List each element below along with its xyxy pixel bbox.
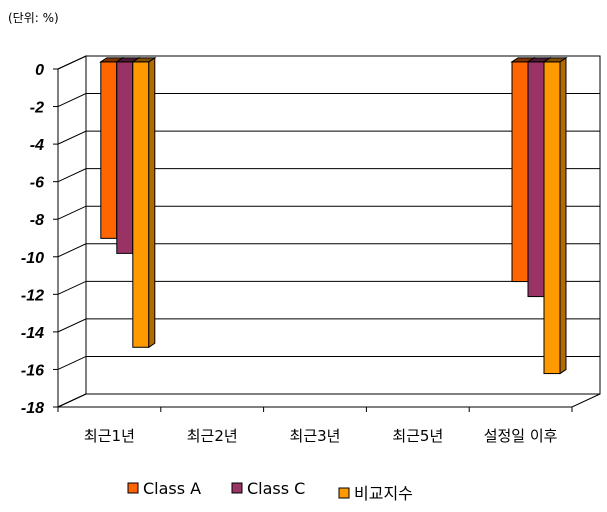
y-tick-label: -12 (21, 287, 44, 304)
y-tick-label: 0 (35, 62, 44, 79)
gridline (57, 130, 600, 145)
y-tick-label: -8 (30, 212, 44, 229)
bar (542, 56, 568, 375)
y-tick-label: -16 (21, 362, 44, 379)
gridlines (57, 55, 600, 408)
bar-top (131, 57, 157, 63)
legend: Class A Class C 비교지수 (127, 479, 413, 503)
axes (53, 68, 573, 412)
x-axis-labels: 최근1년 최근2년 최근3년 최근5년 설정일 이후 (84, 427, 558, 445)
y-tick-label: -6 (30, 175, 44, 192)
gridline (57, 355, 600, 370)
legend-item: 비교지수 (338, 484, 413, 503)
gridline (57, 318, 600, 333)
bar-front (132, 61, 150, 348)
x-tick-label: 최근5년 (392, 427, 443, 445)
legend-swatch (231, 482, 243, 494)
side-wall (57, 55, 87, 408)
legend-label: Class A (143, 479, 201, 498)
gridline (57, 168, 600, 183)
bar-side (559, 56, 567, 375)
x-tick-label: 최근3년 (290, 427, 341, 445)
legend-label: Class C (247, 479, 305, 498)
y-tick-label: -4 (30, 137, 44, 154)
bar-front (543, 61, 561, 375)
gridline (57, 93, 600, 108)
legend-label: 비교지수 (354, 484, 413, 503)
bar-front (511, 61, 529, 283)
floor (57, 393, 601, 408)
legend-swatch (338, 487, 350, 499)
gridline (57, 205, 600, 220)
y-tick-label: -18 (21, 400, 44, 417)
legend-item: Class A (127, 479, 201, 498)
y-tick-label: -10 (21, 250, 44, 267)
bar-side (148, 56, 156, 349)
gridline (57, 243, 600, 258)
x-tick-label: 최근2년 (187, 427, 238, 445)
y-tick-label: -2 (30, 100, 44, 117)
bar-front (527, 61, 545, 298)
gridline (57, 55, 600, 70)
bar (131, 56, 157, 349)
bar-front (116, 61, 134, 254)
gridline (57, 393, 600, 408)
y-tick-label: -14 (21, 325, 44, 342)
bars (99, 56, 568, 375)
y-axis-labels: 0 -2 -4 -6 -8 -10 -12 -14 -16 -18 (21, 62, 44, 417)
bar-top (542, 57, 568, 63)
x-tick-label: 설정일 이후 (484, 427, 558, 445)
x-tick-label: 최근1년 (84, 427, 135, 445)
bar-front (100, 61, 118, 239)
legend-item: Class C (231, 479, 305, 498)
legend-swatch (127, 482, 139, 494)
unit-label: (단위: %) (8, 11, 59, 25)
gridline (57, 280, 600, 295)
